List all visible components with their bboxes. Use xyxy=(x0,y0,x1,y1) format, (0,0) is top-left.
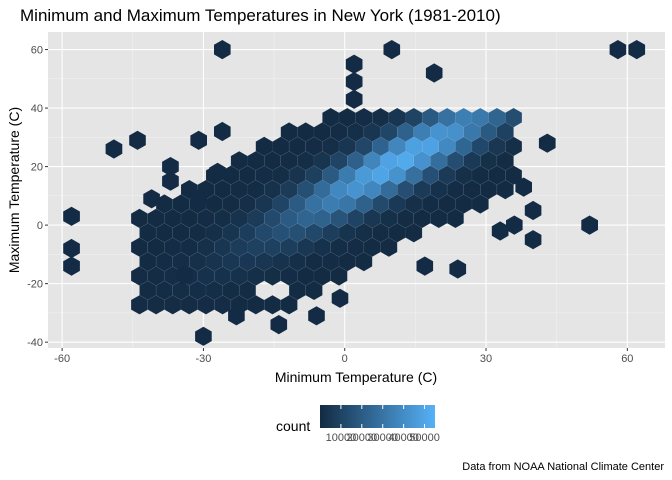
legend-tick-label: 20000 xyxy=(347,432,378,444)
hexbin-cell xyxy=(190,130,207,150)
y-axis-title: Maximum Temperature (C) xyxy=(6,107,22,273)
chart-caption: Data from NOAA National Climate Center xyxy=(462,461,664,473)
hexbin-cell xyxy=(524,230,542,250)
hexbin-cell xyxy=(609,40,627,60)
hexbin-cell xyxy=(143,189,160,209)
hexbin-cell xyxy=(308,306,325,326)
hexbin-cell xyxy=(345,89,363,109)
hexbin-cell xyxy=(214,121,231,142)
hexbin-cell xyxy=(425,63,443,83)
hexbin-cell xyxy=(491,221,509,241)
y-tick-label: 20 xyxy=(31,162,43,174)
y-tick-label: -40 xyxy=(27,337,43,349)
hexbin-cell xyxy=(581,215,598,235)
hexbin-cell xyxy=(345,54,363,74)
hexbin-cell xyxy=(228,306,245,326)
hexbin-cell xyxy=(209,162,226,182)
hexbin-cell xyxy=(63,206,80,226)
hexbin-cell xyxy=(331,288,349,308)
x-axis-ticks: -60 -30 0 30 60 xyxy=(54,348,633,365)
hexbin-cells xyxy=(63,40,646,346)
hexbin-cell xyxy=(538,133,556,153)
x-tick-label: 30 xyxy=(480,353,492,365)
hexbin-cell xyxy=(524,200,542,221)
hexbin-cell xyxy=(505,107,523,128)
legend-tick-label: 40000 xyxy=(388,432,419,444)
hexbin-cell xyxy=(214,40,231,60)
y-tick-label: 60 xyxy=(31,45,43,57)
chart-title: Minimum and Maximum Temperatures in New … xyxy=(20,6,501,25)
x-tick-label: 60 xyxy=(621,353,633,365)
hexbin-cell xyxy=(449,259,467,279)
hexbin-cell xyxy=(63,256,80,276)
hexbin-cell xyxy=(176,265,193,285)
hexbin-cell xyxy=(383,40,401,60)
hexbin-cell xyxy=(195,326,212,346)
legend-colorbar xyxy=(320,405,435,428)
y-axis-ticks: -40 -20 0 20 40 60 xyxy=(27,45,48,349)
x-tick-label: 0 xyxy=(342,353,348,365)
hexbin-cell xyxy=(129,130,146,150)
legend-tick-label: 50000 xyxy=(409,432,440,444)
x-axis-title: Minimum Temperature (C) xyxy=(275,369,437,385)
legend-tick-label: 30000 xyxy=(367,432,398,444)
hexbin-cell xyxy=(506,215,523,235)
hexbin-cell xyxy=(105,139,123,159)
hexbin-cell xyxy=(628,40,646,60)
hexbin-cell xyxy=(190,189,207,209)
hexbin-cell xyxy=(162,157,179,177)
x-tick-label: -60 xyxy=(54,353,70,365)
hexbin-cell xyxy=(345,72,363,92)
hexbin-cell xyxy=(515,177,532,197)
y-tick-label: -20 xyxy=(27,279,43,291)
x-tick-label: -30 xyxy=(195,353,211,365)
hexbin-cell xyxy=(63,238,80,259)
y-tick-label: 0 xyxy=(37,220,43,232)
hexbin-cell xyxy=(162,171,179,191)
y-tick-label: 40 xyxy=(31,103,43,115)
legend-tick-label: 10000 xyxy=(326,432,357,444)
legend-title: count xyxy=(276,418,310,434)
hexbin-cell xyxy=(416,256,434,276)
hexbin-cell xyxy=(270,315,288,335)
